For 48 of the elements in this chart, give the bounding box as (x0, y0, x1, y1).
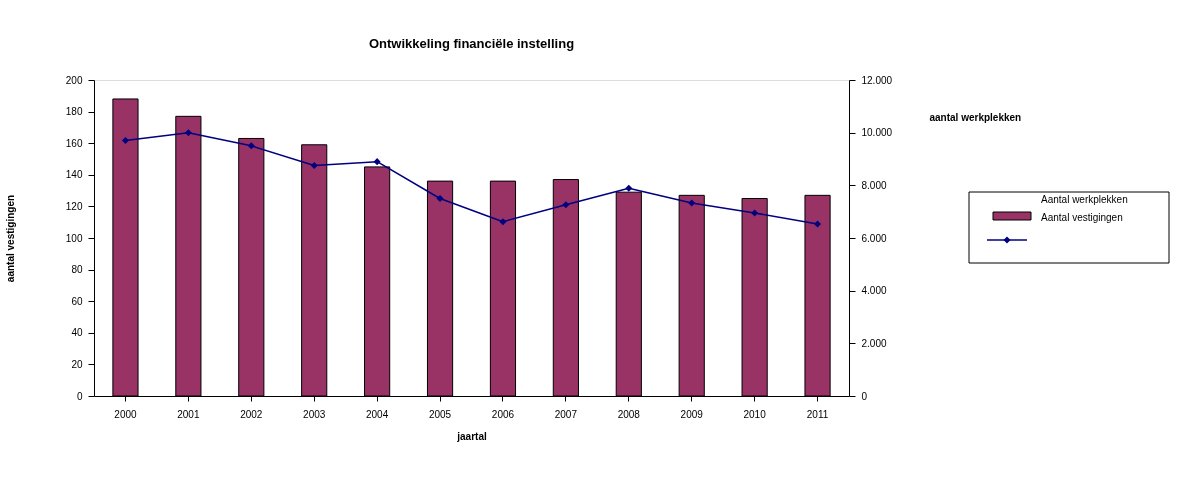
point (688, 199, 696, 207)
point (121, 137, 129, 145)
y2-tick-label: 8.000 (861, 179, 887, 191)
y2-tick-label: 0 (861, 390, 868, 402)
y-tick-label: 160 (65, 137, 83, 149)
y2-axis-title: aantal werkplekken (929, 111, 1022, 123)
point (625, 184, 633, 192)
point (751, 209, 759, 217)
point (499, 218, 507, 226)
x-tick-label: 2006 (491, 408, 515, 420)
x-tick-label: 2000 (114, 408, 138, 420)
y2-tick-label: 4.000 (861, 285, 887, 297)
x-tick-label: 2009 (680, 408, 704, 420)
x-tick-label: 2001 (177, 408, 200, 420)
y2-tick-label: 2.000 (861, 337, 887, 349)
y-tick-label: 0 (76, 390, 83, 402)
y-tick-label: 60 (71, 295, 83, 307)
x-tick-label: 2008 (617, 408, 641, 420)
x-tick-label: 2005 (428, 408, 452, 420)
x-tick-label: 2002 (240, 408, 263, 420)
y-tick-label: 80 (71, 264, 83, 276)
y-tick-label: 200 (65, 74, 83, 86)
y-tick-label: 40 (71, 327, 83, 339)
x-tick-label: 2010 (743, 408, 767, 420)
y2-tick-label: 12.000 (861, 74, 893, 86)
y-tick-label: 120 (65, 200, 83, 212)
point (436, 194, 444, 203)
y-tick-label: 100 (65, 232, 83, 244)
x-tick-label: 2011 (806, 408, 829, 420)
legend-label: Aantal vestigingen (1041, 212, 1123, 223)
point (373, 158, 381, 166)
y-tick-label: 180 (65, 106, 83, 118)
y2-tick-label: 10.000 (861, 127, 893, 139)
legend-title: Aantal werkplekken (1041, 194, 1128, 205)
y-tick-label: 20 (71, 358, 83, 370)
x-tick-label: 2003 (303, 408, 326, 420)
y-axis-title: aantal vestigingen (4, 194, 16, 283)
x-axis-title: jaartal (456, 430, 487, 442)
x-tick-label: 2007 (554, 408, 578, 420)
point (184, 129, 192, 137)
y-tick-label: 140 (65, 169, 83, 181)
point (562, 201, 570, 209)
y2-tick-label: 6.000 (861, 232, 887, 244)
point (814, 220, 822, 228)
point (247, 142, 255, 150)
x-tick-label: 2004 (366, 408, 389, 420)
chart-title: Ontwikkeling financiële instelling (368, 36, 575, 51)
point (310, 162, 318, 170)
